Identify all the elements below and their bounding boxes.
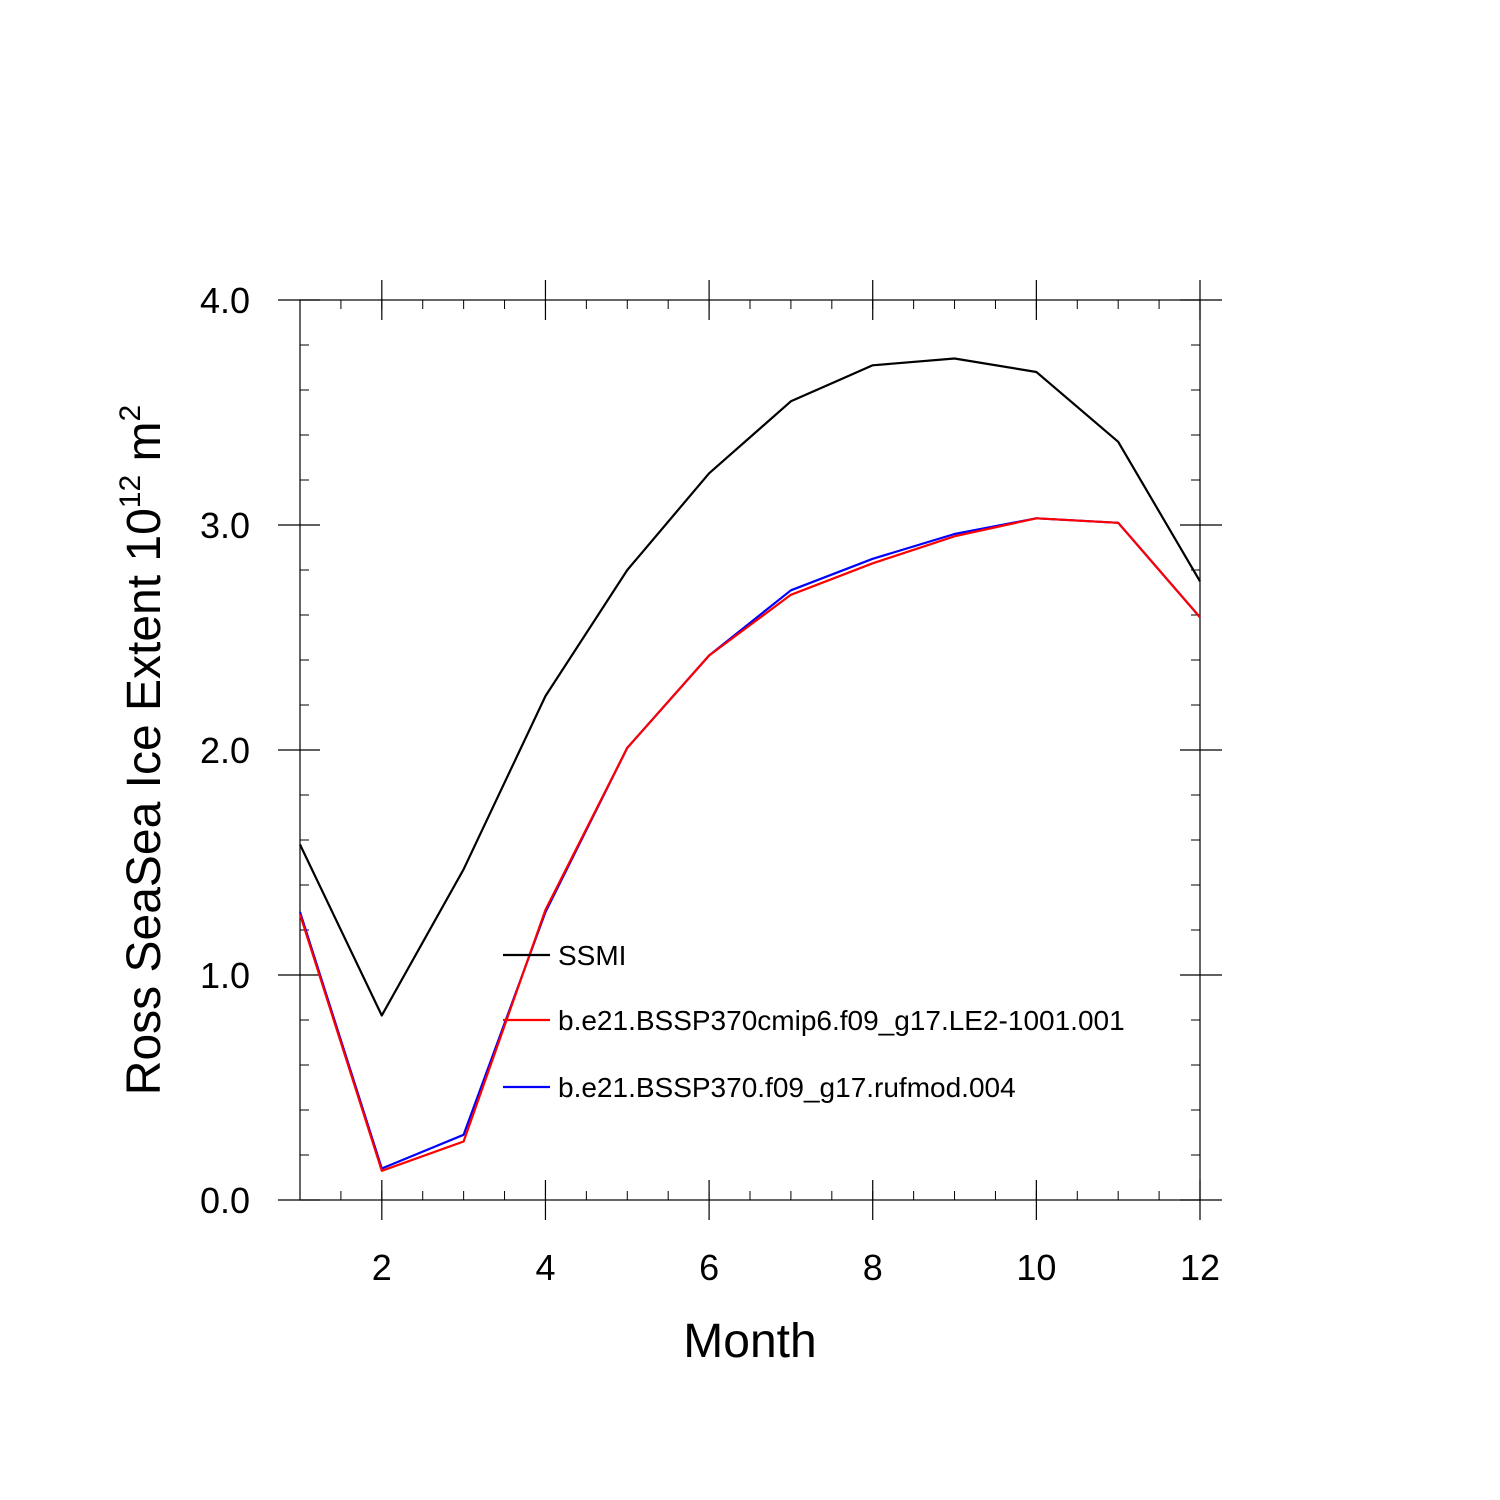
- x-tick-label: 10: [1016, 1247, 1056, 1288]
- series-line: [298, 517, 1201, 1170]
- legend: SSMI b.e21.BSSP370cmip6.f09_g17.LE2-1001.…: [503, 940, 1125, 1103]
- x-tick-label: 8: [863, 1247, 883, 1288]
- series-lines: [298, 357, 1201, 1172]
- x-tick-label: 2: [372, 1247, 392, 1288]
- tick-labels: 2 4 6 8 10 12 0.0 1.0 2.0 3.0 4.0: [200, 280, 1220, 1288]
- x-tick-label: 4: [535, 1247, 555, 1288]
- series-line: [298, 517, 1201, 1172]
- plot-frame: [299, 299, 1201, 1201]
- y-tick-label: 0.0: [200, 1180, 250, 1221]
- x-tick-label: 6: [699, 1247, 719, 1288]
- legend-label: SSMI: [558, 940, 626, 971]
- y-axis-title: Ross SeaSea Ice Extent 1012 m2: [114, 405, 171, 1095]
- legend-label: b.e21.BSSP370cmip6.f09_g17.LE2-1001.001: [558, 1005, 1125, 1036]
- y-axis-title-main: Ross SeaSea Ice Extent 10: [118, 508, 171, 1095]
- y-axis-title-unit: m: [118, 421, 171, 474]
- x-axis-title: Month: [683, 1315, 816, 1368]
- legend-label: b.e21.BSSP370.f09_g17.rufmod.004: [558, 1072, 1016, 1103]
- y-tick-label: 1.0: [200, 955, 250, 996]
- x-tick-label: 12: [1180, 1247, 1220, 1288]
- series-line: [299, 357, 1201, 1017]
- y-tick-label: 2.0: [200, 730, 250, 771]
- y-axis-title-exp2: 2: [114, 405, 147, 422]
- y-axis-title-exp1: 12: [114, 475, 147, 508]
- minor-ticks: [299, 299, 1201, 1201]
- y-tick-label: 3.0: [200, 505, 250, 546]
- y-tick-label: 4.0: [200, 280, 250, 321]
